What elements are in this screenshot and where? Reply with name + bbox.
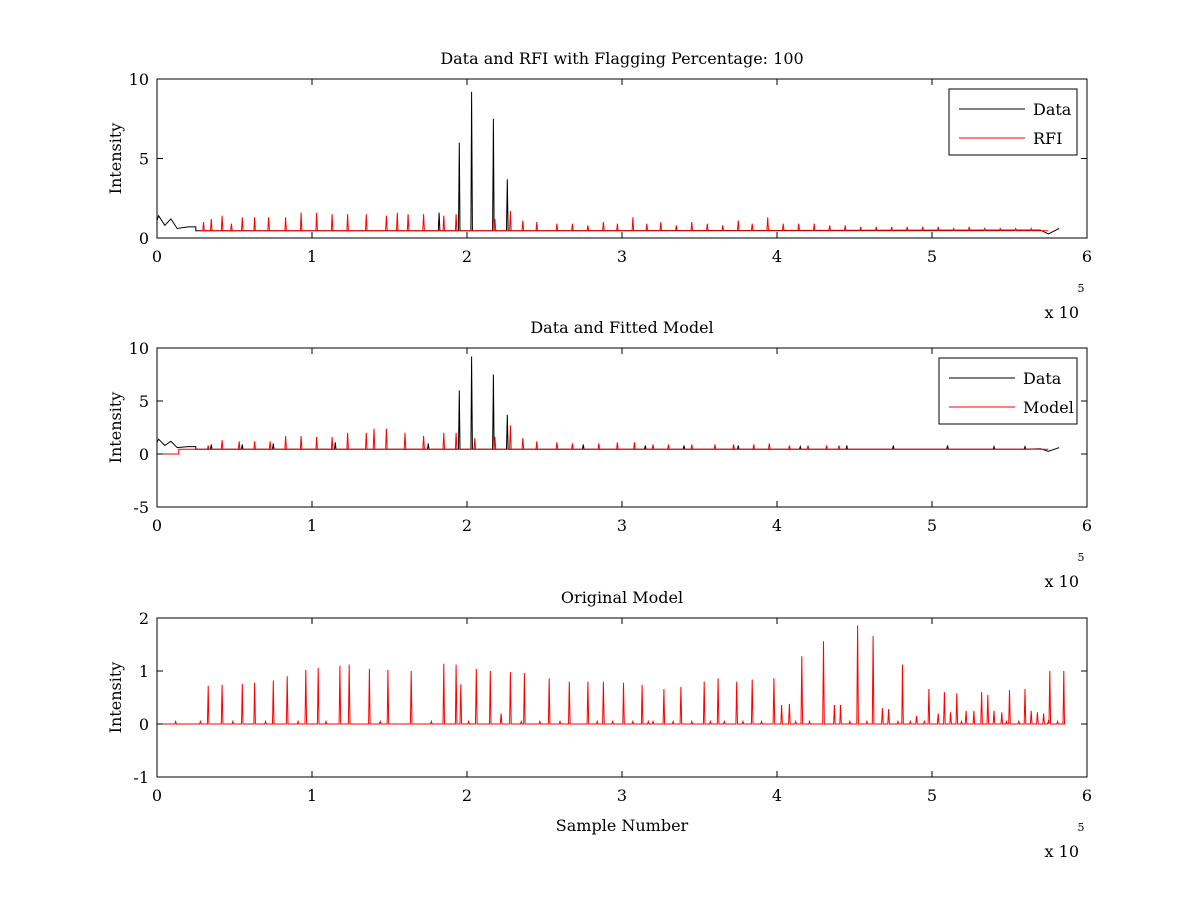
- x-tick-label: 4: [772, 786, 782, 805]
- legend-entry: Data: [1023, 369, 1062, 388]
- x-exponent: 5: [1078, 551, 1085, 564]
- x-tick-label: 5: [927, 516, 937, 535]
- x-tick-label: 4: [772, 247, 782, 266]
- legend-entry: RFI: [1033, 129, 1062, 148]
- x-tick-label: 3: [617, 516, 627, 535]
- x-tick-label: 0: [152, 786, 162, 805]
- x-exponent: 5: [1078, 282, 1085, 295]
- y-tick-label: -5: [133, 498, 149, 517]
- chart-title: Original Model: [561, 588, 683, 607]
- legend-box: [938, 357, 1078, 425]
- y-axis-label: Intensity: [106, 662, 125, 734]
- series-line-data: [156, 91, 1060, 235]
- x-tick-label: 2: [462, 786, 472, 805]
- x-tick-label: 2: [462, 247, 472, 266]
- legend: Data RFI: [948, 88, 1078, 156]
- series-line-rfi: [198, 210, 1049, 232]
- y-tick-label: 1: [139, 662, 149, 681]
- axes-box: [156, 617, 1088, 778]
- x-exponent: 5: [1078, 821, 1085, 834]
- subplot-1: 0 1 2 3 4 5 6 0 5 10 Data and RFI with Flagging Pe…: [106, 49, 1092, 322]
- x-tick-label: 2: [462, 516, 472, 535]
- x-tick-label: 1: [307, 247, 317, 266]
- y-axis-label: Intensity: [106, 392, 125, 464]
- x-tick-label: 0: [152, 247, 162, 266]
- y-tick-label: 10: [129, 70, 149, 89]
- series-line-data: [156, 356, 1060, 452]
- legend: Data Model: [938, 357, 1078, 425]
- x-multiplier: x 10: [1045, 572, 1079, 591]
- y-tick-label: 5: [139, 392, 149, 411]
- x-multiplier: x 10: [1045, 303, 1079, 322]
- y-tick-label: 5: [139, 150, 149, 169]
- x-tick-label: 5: [927, 786, 937, 805]
- legend-entry: Data: [1033, 100, 1072, 119]
- x-tick-label: 6: [1082, 247, 1092, 266]
- y-tick-label: 2: [139, 609, 149, 628]
- y-axis-label: Intensity: [106, 123, 125, 195]
- x-tick-label: 4: [772, 516, 782, 535]
- y-tick-label: 0: [139, 229, 149, 248]
- legend-box: [948, 88, 1078, 156]
- x-tick-label: 6: [1082, 516, 1092, 535]
- x-tick-label: 3: [617, 786, 627, 805]
- series-line-model: [157, 425, 1049, 455]
- x-tick-label: 1: [307, 516, 317, 535]
- axes-box: [156, 78, 1088, 239]
- y-tick-label: 0: [139, 715, 149, 734]
- chart-title: Data and RFI with Flagging Percentage: 1…: [440, 49, 803, 68]
- series-line-model: [157, 625, 1066, 725]
- chart-title: Data and Fitted Model: [530, 318, 713, 337]
- x-tick-label: 6: [1082, 786, 1092, 805]
- x-tick-label: 1: [307, 786, 317, 805]
- x-multiplier: x 10: [1045, 842, 1079, 861]
- y-tick-label: 0: [139, 445, 149, 464]
- x-tick-label: 3: [617, 247, 627, 266]
- legend-entry: Model: [1023, 398, 1074, 417]
- x-tick-label: 5: [927, 247, 937, 266]
- x-axis-label: Sample Number: [556, 816, 689, 835]
- y-tick-label: 10: [129, 339, 149, 358]
- x-tick-label: 0: [152, 516, 162, 535]
- y-tick-label: -1: [133, 768, 149, 787]
